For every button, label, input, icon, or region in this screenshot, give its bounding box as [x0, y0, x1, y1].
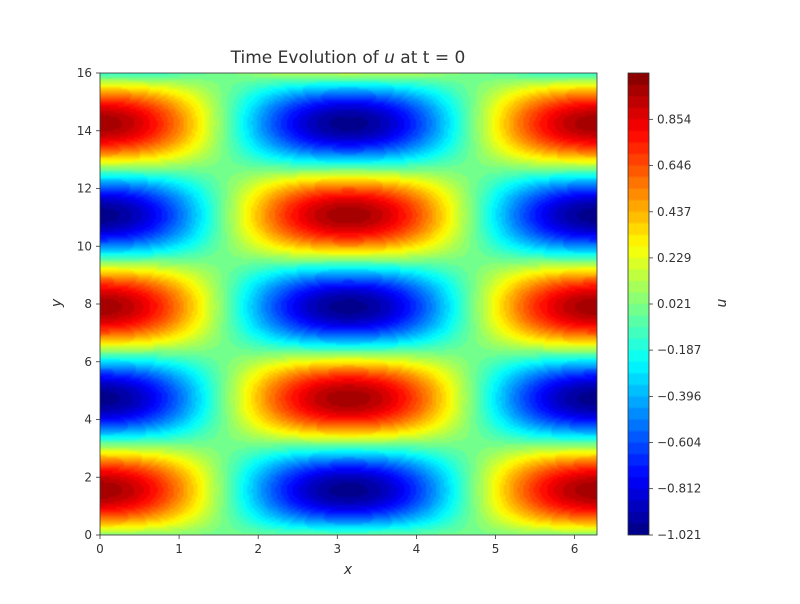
colorbar-gradient: [628, 73, 649, 535]
title-suffix: at t = 0: [395, 48, 465, 68]
x-tick-label: 2: [254, 542, 262, 556]
colorbar-tick-label: 0.646: [657, 158, 691, 172]
colorbar-tick-label: −0.396: [657, 389, 701, 403]
x-tick-label: 1: [175, 542, 183, 556]
colorbar-tick-label: −0.604: [657, 436, 701, 450]
colorbar-tick-label: 0.854: [657, 112, 691, 126]
x-axis-label: x: [343, 562, 353, 578]
x-tick-label: 5: [492, 542, 500, 556]
colorbar-ticks: 0.854 0.646 0.437 0.229 0.021 −0.187 −0.396 −0.…: [649, 112, 701, 542]
colorbar-tick-label: −0.187: [657, 343, 701, 357]
y-tick-label: 10: [77, 239, 92, 253]
title-prefix: Time Evolution of: [230, 48, 384, 68]
y-tick-label: 2: [84, 470, 92, 484]
y-tick-label: 4: [84, 413, 92, 427]
y-tick-label: 8: [84, 297, 92, 311]
x-axis-ticks: 0 1 2 3 4 5 6: [96, 535, 578, 556]
y-tick-label: 6: [84, 355, 92, 369]
x-tick-label: 0: [96, 542, 104, 556]
colorbar-tick-label: 0.229: [657, 251, 691, 265]
heatmap-field: [100, 73, 597, 535]
y-axis-label: y: [49, 298, 65, 308]
colorbar-label: u: [714, 298, 730, 307]
y-axis-ticks: 0 2 4 6 8 10 12 14 16: [77, 66, 100, 542]
y-tick-label: 12: [77, 182, 92, 196]
colorbar-tick-label: 0.021: [657, 297, 691, 311]
colorbar-tick-label: −1.021: [657, 528, 701, 542]
x-tick-label: 3: [333, 542, 341, 556]
chart-title: Time Evolution of u at t = 0: [230, 48, 466, 68]
y-tick-label: 0: [84, 528, 92, 542]
colorbar-tick-label: 0.437: [657, 205, 691, 219]
y-tick-label: 16: [77, 66, 92, 80]
x-tick-label: 6: [571, 542, 579, 556]
y-tick-label: 14: [77, 124, 92, 138]
title-variable: u: [384, 48, 395, 68]
x-tick-label: 4: [413, 542, 421, 556]
colorbar-tick-label: −0.812: [657, 482, 701, 496]
